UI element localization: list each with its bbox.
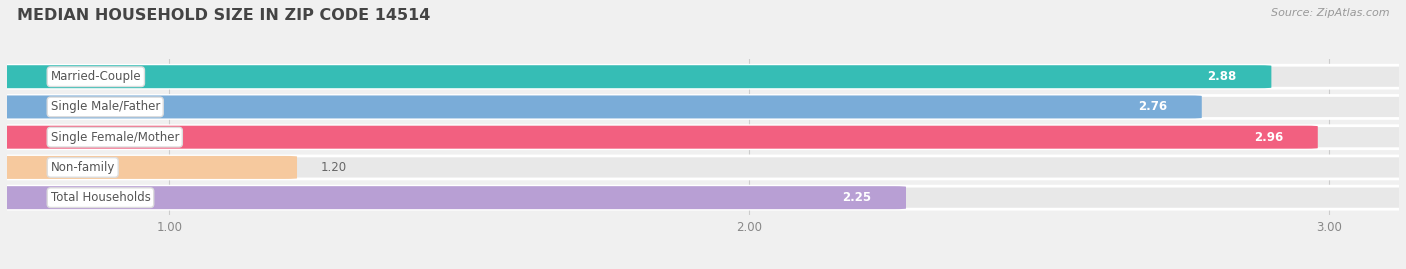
Text: Source: ZipAtlas.com: Source: ZipAtlas.com xyxy=(1271,8,1389,18)
Text: 1.20: 1.20 xyxy=(321,161,346,174)
Text: Single Male/Father: Single Male/Father xyxy=(51,100,160,114)
Circle shape xyxy=(0,66,219,87)
FancyBboxPatch shape xyxy=(0,156,297,179)
Text: Single Female/Mother: Single Female/Mother xyxy=(51,131,179,144)
Text: 2.76: 2.76 xyxy=(1137,100,1167,114)
FancyBboxPatch shape xyxy=(0,156,1406,179)
FancyBboxPatch shape xyxy=(0,186,905,209)
Circle shape xyxy=(0,157,219,178)
FancyBboxPatch shape xyxy=(0,95,1406,118)
Text: 2.25: 2.25 xyxy=(842,191,872,204)
FancyBboxPatch shape xyxy=(0,186,1406,209)
FancyBboxPatch shape xyxy=(0,65,1406,88)
Text: Non-family: Non-family xyxy=(51,161,115,174)
Text: Total Households: Total Households xyxy=(51,191,150,204)
Circle shape xyxy=(0,187,219,208)
FancyBboxPatch shape xyxy=(0,65,1271,88)
Text: 2.88: 2.88 xyxy=(1208,70,1236,83)
Text: Married-Couple: Married-Couple xyxy=(51,70,141,83)
Text: 2.96: 2.96 xyxy=(1254,131,1282,144)
FancyBboxPatch shape xyxy=(0,126,1317,149)
Text: MEDIAN HOUSEHOLD SIZE IN ZIP CODE 14514: MEDIAN HOUSEHOLD SIZE IN ZIP CODE 14514 xyxy=(17,8,430,23)
FancyBboxPatch shape xyxy=(0,95,1202,118)
FancyBboxPatch shape xyxy=(0,126,1406,149)
Circle shape xyxy=(0,97,219,117)
Circle shape xyxy=(0,127,219,148)
